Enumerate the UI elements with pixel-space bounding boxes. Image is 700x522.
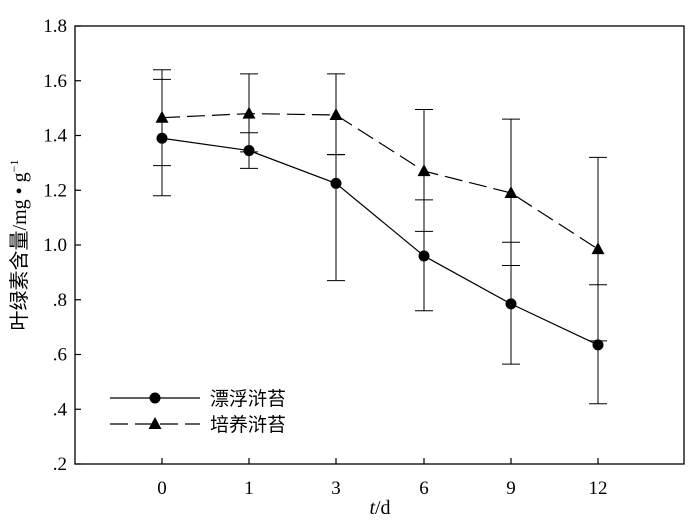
data-point-circle	[592, 339, 604, 351]
y-tick-label: 1.8	[43, 16, 67, 37]
series-2	[153, 69, 607, 342]
y-tick-label: 1.2	[43, 180, 67, 201]
data-point-circle	[418, 250, 430, 262]
y-axis-title-sup: −1	[7, 160, 21, 173]
y-axis-title-text: 叶绿素含量/mg • g	[8, 172, 31, 330]
series-1	[153, 78, 607, 405]
data-point-triangle	[242, 106, 256, 119]
y-tick-label: .2	[53, 454, 67, 475]
x-tick-label: 1	[244, 478, 254, 499]
x-tick-label: 0	[157, 478, 167, 499]
y-tick-label: 1.4	[43, 126, 67, 147]
y-tick-label: 1.0	[43, 235, 67, 256]
y-tick-label: .4	[53, 399, 68, 420]
x-axis-title-var: t	[369, 497, 375, 519]
y-tick-label: .6	[53, 345, 67, 366]
x-axis-title: t/d	[369, 497, 390, 519]
series-line	[161, 112, 599, 250]
legend: 漂浮浒苔 培养浒苔	[110, 388, 286, 436]
x-tick-label: 9	[506, 478, 516, 499]
series-line	[161, 137, 599, 346]
data-point-triangle	[329, 107, 343, 120]
data-point-circle	[505, 298, 517, 310]
x-axis-ticks: 0 1 3 6 9 12	[157, 458, 608, 499]
legend-label-cultured: 培养浒苔	[210, 414, 286, 436]
data-point-circle	[330, 177, 342, 189]
x-tick-label: 6	[419, 478, 429, 499]
x-tick-label: 3	[331, 478, 341, 499]
x-axis-title-unit: /d	[375, 497, 391, 519]
x-tick-label: 12	[589, 478, 608, 499]
data-point-triangle	[591, 242, 605, 255]
y-axis-ticks: .2 .4 .6 .8 1.0 1.2 1.4 1.6 1.8	[43, 16, 81, 475]
plot-frame	[74, 25, 685, 465]
legend-label-floating: 漂浮浒苔	[210, 388, 286, 410]
legend-marker-triangle	[148, 417, 162, 429]
y-tick-label: 1.6	[43, 71, 67, 92]
legend-marker-circle	[149, 392, 161, 404]
data-point-triangle	[417, 164, 431, 177]
y-axis-title: 叶绿素含量/mg • g−1	[7, 160, 31, 331]
series-layer	[153, 69, 607, 405]
data-point-triangle	[504, 185, 518, 198]
data-point-triangle	[155, 110, 169, 123]
y-tick-label: .8	[53, 290, 67, 311]
